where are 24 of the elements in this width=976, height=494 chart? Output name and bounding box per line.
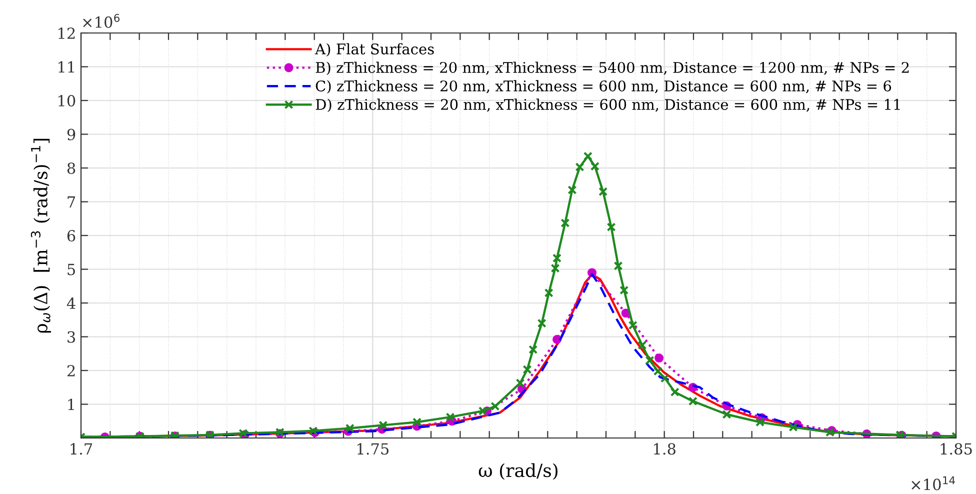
x-tick-label: 1.8 (654, 443, 676, 455)
y-tick-label: 8 (67, 162, 76, 174)
legend-label: A) Flat Surfaces (314, 43, 434, 57)
legend-label: B) zThickness = 20 nm, xThickness = 5400 nm, Distance = 1200 nm, # NPs = 2 (316, 62, 909, 76)
y-tick-label: 2 (67, 364, 75, 376)
y-tick-label: 9 (67, 128, 76, 140)
text: ×10$^{14}$ (912, 476, 955, 490)
x-tick-label: 1.7 (70, 443, 92, 455)
y-tick-label: 10 (58, 94, 76, 107)
text: ×10$^{6}$ (83, 14, 120, 28)
legend-label: D) zThickness = 20 nm, xThickness = 600 nm, Distance = 600 nm, # NPs = 11 (316, 98, 900, 112)
x-tick-label: 1.75 (358, 443, 388, 455)
y-tick-label: 12 (58, 27, 75, 39)
y-tick-label: 5 (68, 264, 75, 276)
y-tick-label: 1 (68, 398, 74, 410)
y-tick-label: 11 (58, 61, 74, 73)
legend-label: C) zThickness = 20 nm, xThickness = 600 nm, Distance = 600 nm, # NPs = 6 (316, 80, 892, 94)
y-tick-label: 6 (67, 230, 76, 242)
y-tick-label: 4 (66, 297, 76, 309)
y-tick-label: 3 (68, 331, 76, 343)
x-tick-label: 1.85 (940, 443, 972, 455)
y-tick-label: 7 (68, 196, 76, 208)
x-axis-title: ω (rad/s) (478, 463, 558, 480)
y-axis-title: ρ$_{ω}$(Δ) [m$^{−3}$ (rad/s)$^{−1}$] (30, 138, 51, 333)
